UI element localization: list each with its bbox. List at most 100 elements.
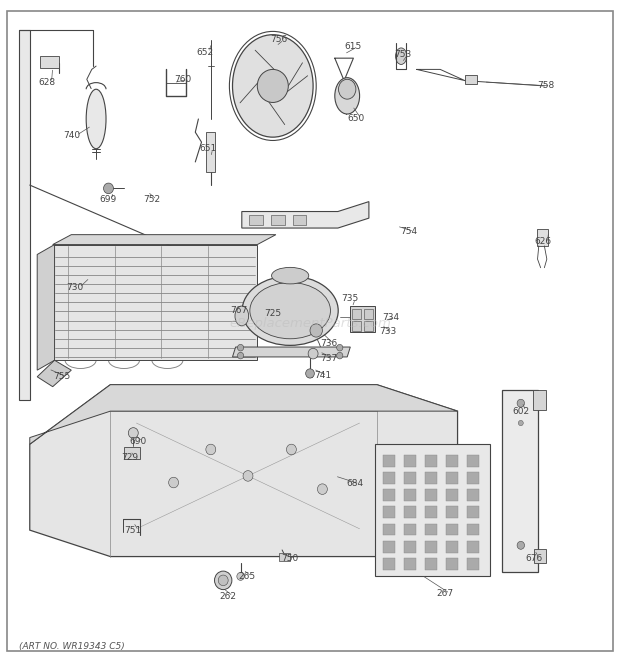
Circle shape — [237, 352, 244, 359]
Text: 730: 730 — [66, 283, 83, 292]
Ellipse shape — [250, 283, 330, 338]
Circle shape — [243, 471, 253, 481]
Bar — [279, 553, 290, 561]
Bar — [425, 524, 437, 535]
Bar — [364, 309, 373, 319]
Text: 725: 725 — [264, 309, 281, 319]
Bar — [404, 489, 416, 501]
Bar — [446, 558, 458, 570]
Polygon shape — [242, 202, 369, 228]
Text: 262: 262 — [219, 592, 237, 601]
Bar — [375, 444, 490, 576]
Text: 737: 737 — [320, 354, 337, 363]
Text: 753: 753 — [394, 50, 412, 59]
Polygon shape — [37, 360, 71, 387]
Bar — [467, 541, 479, 553]
Bar — [425, 558, 437, 570]
Bar — [404, 541, 416, 553]
Bar — [383, 524, 395, 535]
Bar — [467, 524, 479, 535]
Ellipse shape — [265, 69, 299, 116]
Polygon shape — [53, 235, 276, 245]
Text: 676: 676 — [526, 554, 543, 563]
Ellipse shape — [272, 267, 309, 284]
Circle shape — [257, 69, 288, 102]
Bar — [467, 489, 479, 501]
Bar — [206, 132, 215, 172]
Text: 756: 756 — [270, 35, 288, 44]
Circle shape — [169, 477, 179, 488]
Circle shape — [317, 484, 327, 494]
Bar — [446, 506, 458, 518]
Bar — [425, 455, 437, 467]
Circle shape — [337, 344, 343, 351]
Bar — [446, 489, 458, 501]
Bar — [534, 549, 546, 563]
Text: 755: 755 — [53, 372, 71, 381]
Bar — [465, 75, 477, 84]
Text: 735: 735 — [342, 294, 359, 303]
Ellipse shape — [396, 48, 407, 64]
Text: 752: 752 — [143, 195, 161, 204]
Bar — [467, 506, 479, 518]
Text: 754: 754 — [401, 227, 418, 236]
Text: 758: 758 — [537, 81, 554, 91]
Text: 699: 699 — [100, 195, 117, 204]
Circle shape — [517, 399, 525, 407]
Circle shape — [310, 324, 322, 337]
Bar — [19, 30, 30, 400]
Bar — [425, 472, 437, 484]
Text: 650: 650 — [348, 114, 365, 124]
Text: 684: 684 — [346, 479, 363, 488]
Text: 729: 729 — [122, 453, 139, 462]
Bar — [404, 524, 416, 535]
Bar — [350, 306, 375, 332]
Bar — [425, 506, 437, 518]
Ellipse shape — [339, 79, 356, 99]
Text: 750: 750 — [281, 554, 299, 563]
Text: 736: 736 — [320, 339, 337, 348]
Ellipse shape — [86, 89, 106, 149]
Bar — [467, 558, 479, 570]
Bar — [383, 472, 395, 484]
Polygon shape — [53, 245, 257, 360]
Bar — [404, 472, 416, 484]
Circle shape — [237, 344, 244, 351]
Polygon shape — [30, 385, 458, 557]
Text: eReplacementParts.com: eReplacementParts.com — [229, 317, 391, 330]
Bar — [383, 541, 395, 553]
Circle shape — [337, 352, 343, 359]
Ellipse shape — [235, 306, 249, 326]
Bar — [404, 455, 416, 467]
Polygon shape — [232, 347, 350, 357]
Bar — [39, 317, 50, 337]
Circle shape — [215, 571, 232, 590]
Circle shape — [104, 183, 113, 194]
Text: 615: 615 — [345, 42, 362, 51]
Bar — [425, 541, 437, 553]
Text: 267: 267 — [436, 589, 454, 598]
Polygon shape — [30, 385, 458, 444]
Bar — [446, 524, 458, 535]
Bar — [39, 281, 50, 301]
Bar — [383, 489, 395, 501]
Text: 651: 651 — [199, 144, 216, 153]
Bar — [446, 455, 458, 467]
Text: 760: 760 — [174, 75, 192, 84]
Text: 734: 734 — [382, 313, 399, 322]
Bar — [425, 489, 437, 501]
Polygon shape — [37, 245, 55, 370]
Bar — [383, 455, 395, 467]
Bar — [293, 215, 306, 225]
Circle shape — [218, 575, 228, 586]
Bar — [533, 390, 546, 410]
Bar — [40, 56, 59, 68]
Text: 628: 628 — [38, 78, 55, 87]
Bar — [446, 472, 458, 484]
Text: (ART NO. WR19343 C5): (ART NO. WR19343 C5) — [19, 642, 125, 651]
Text: 741: 741 — [314, 371, 331, 380]
Circle shape — [306, 369, 314, 378]
Text: 626: 626 — [534, 237, 551, 246]
Bar — [124, 447, 140, 459]
Bar — [364, 321, 373, 330]
